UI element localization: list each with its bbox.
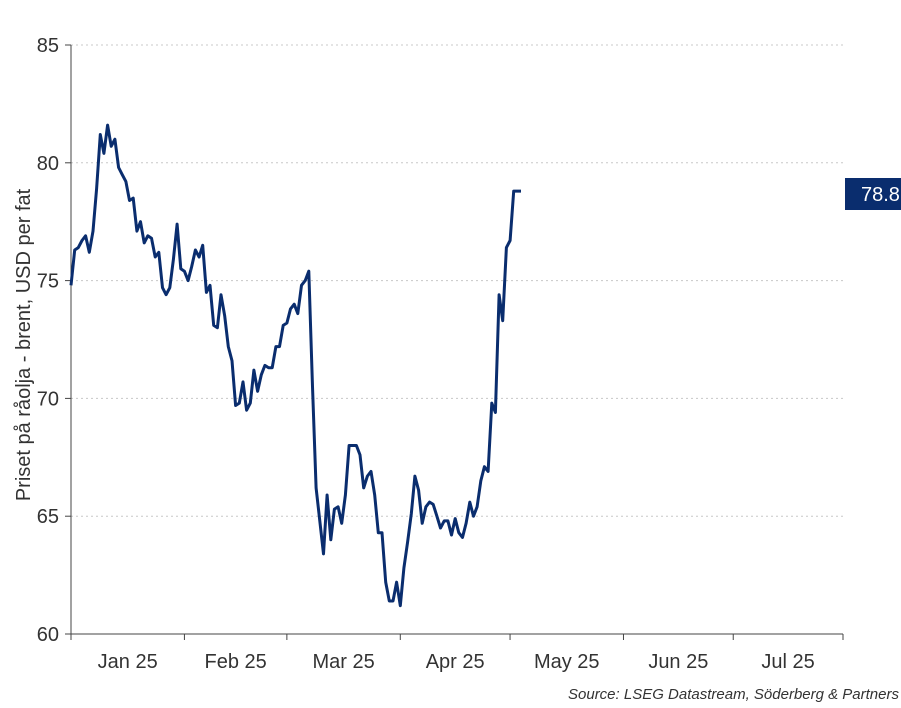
- x-tick-label: Jun 25: [648, 651, 708, 673]
- y-tick-label: 65: [37, 506, 59, 528]
- last-value-label: 78.8: [861, 184, 900, 206]
- gridlines: [71, 44, 843, 517]
- y-tick-label: 80: [37, 153, 59, 175]
- y-tick-label: 75: [37, 271, 59, 293]
- x-axis-ticks: Jan 25 Feb 25 Mar 25 Apr 25 May 25 Jun 25 Jul …: [70, 634, 844, 673]
- axes: [70, 45, 843, 635]
- series-line-brent: [69, 123, 521, 608]
- y-axis-label: Priset på råolja - brent, USD per fat: [13, 188, 35, 501]
- last-value-badge-bg: [845, 178, 901, 210]
- x-tick-label: Mar 25: [312, 651, 374, 673]
- x-tick-label: Feb 25: [205, 651, 267, 673]
- y-axis-ticks: 60 65 70 75 80 85: [37, 35, 71, 646]
- last-value-badge: 78.8: [845, 178, 901, 210]
- x-tick-label: Jan 25: [98, 651, 158, 673]
- y-tick-label: 85: [37, 35, 59, 57]
- x-tick-label: May 25: [534, 651, 600, 673]
- x-tick-label: Jul 25: [761, 651, 814, 673]
- x-tick-label: Apr 25: [426, 651, 485, 673]
- y-tick-label: 70: [37, 388, 59, 410]
- y-tick-label: 60: [37, 624, 59, 646]
- source-note: Source: LSEG Datastream, Söderberg & Par…: [568, 686, 899, 703]
